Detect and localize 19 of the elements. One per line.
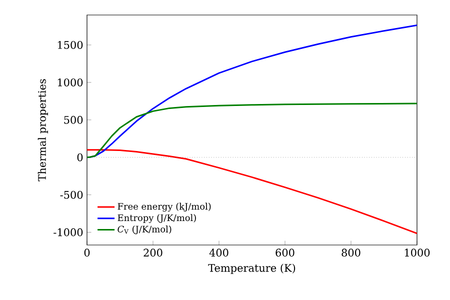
line-series	[87, 24, 418, 158]
y-tick-label: 500	[64, 116, 83, 124]
x-tick-label: 0	[84, 248, 90, 257]
legend-label: Entropy (J/K/mol)	[118, 214, 196, 223]
x-tick-label: 200	[144, 248, 162, 257]
line-series	[87, 102, 418, 158]
x-tick-label: 1000	[404, 248, 430, 257]
legend-label: C$_{V}$ (J/K/mol)	[118, 226, 172, 234]
y-tick-label: 1000	[58, 78, 83, 86]
y-tick-label: -500	[60, 190, 83, 199]
y-tick-label: -1000	[54, 228, 83, 236]
x-tick-label: 800	[342, 248, 360, 257]
x-axis-title: Temperature (K)	[208, 264, 296, 274]
y-axis-title: Thermal properties	[38, 79, 48, 182]
y-tick-label: 0	[77, 153, 83, 162]
x-tick-label: 600	[276, 248, 294, 257]
x-tick-label: 400	[209, 248, 228, 257]
legend-label: Free energy (kJ/mol)	[118, 202, 211, 212]
y-tick-label: 1500	[58, 41, 83, 49]
